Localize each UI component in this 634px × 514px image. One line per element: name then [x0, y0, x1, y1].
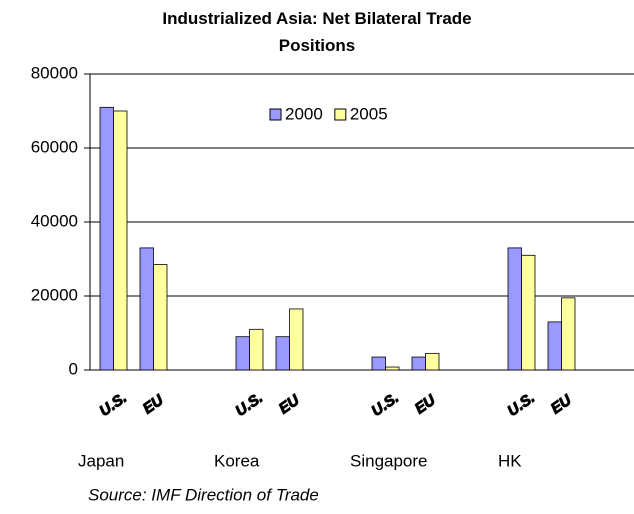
legend-label: 2000	[285, 104, 323, 123]
x-tick-label: EU	[276, 391, 304, 418]
group-label: Singapore	[350, 451, 428, 470]
y-tick-label: 20000	[31, 285, 78, 304]
bar	[371, 356, 386, 371]
group-label: Korea	[214, 451, 260, 470]
x-tick-label: U.S.	[368, 389, 402, 420]
bar	[153, 264, 168, 371]
x-tick-label: U.S.	[504, 389, 538, 420]
bar	[249, 328, 264, 371]
bar	[385, 366, 400, 371]
y-tick-label: 80000	[31, 63, 78, 82]
bar	[235, 336, 250, 371]
bar	[113, 110, 128, 371]
y-tick-label: 40000	[31, 211, 78, 230]
legend-swatch	[334, 108, 347, 121]
legend-label: 2005	[350, 104, 388, 123]
bar	[139, 247, 154, 371]
bar	[275, 336, 290, 371]
x-tick-label: EU	[548, 391, 576, 418]
group-label: Japan	[78, 451, 124, 470]
bar	[289, 308, 304, 371]
x-tick-label: EU	[412, 391, 440, 418]
legend-swatch	[269, 108, 282, 121]
bar	[507, 247, 522, 371]
x-tick-label: U.S.	[96, 389, 130, 420]
x-tick-label: U.S.	[232, 389, 266, 420]
group-label: HK	[498, 451, 522, 470]
source-note: Source: IMF Direction of Trade	[88, 485, 319, 504]
bar	[99, 106, 114, 371]
y-tick-label: 0	[69, 359, 78, 378]
bar	[411, 356, 426, 371]
bar	[561, 297, 576, 371]
bar	[425, 352, 440, 371]
chart-title: Industrialized Asia: Net Bilateral Trade…	[162, 9, 471, 55]
bar	[547, 321, 562, 371]
y-tick-label: 60000	[31, 137, 78, 156]
x-tick-label: EU	[140, 391, 168, 418]
bar	[521, 254, 536, 371]
